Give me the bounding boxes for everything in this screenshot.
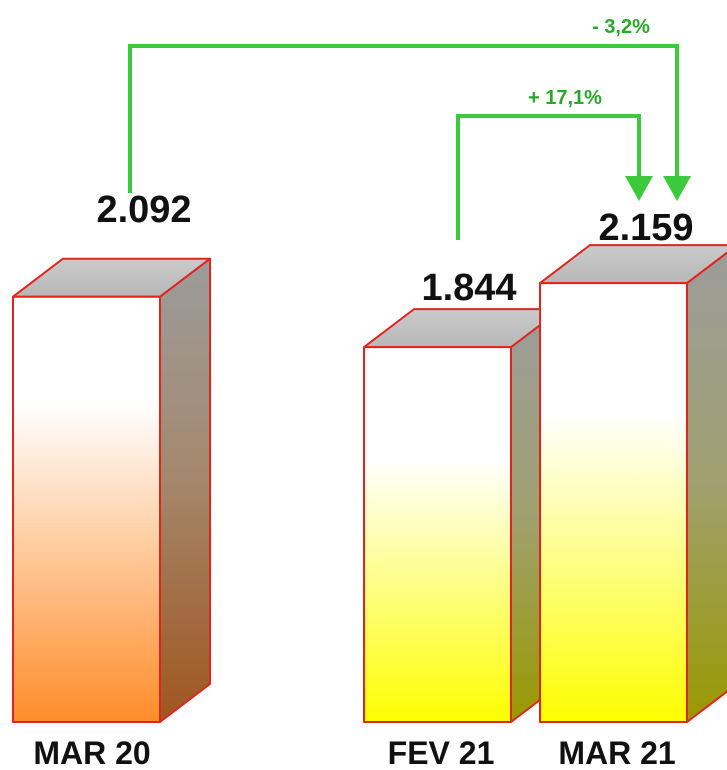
annotation-label-decline: - 3,2% [592, 16, 650, 38]
bar-side-mar-21 [686, 251, 727, 723]
bar-fev-21 [363, 308, 562, 723]
category-label-mar-20: MAR 20 [33, 735, 150, 770]
decline-arrow-head [663, 176, 691, 201]
annotation-label-growth: + 17,1% [528, 87, 602, 109]
value-label-fev-21: 1.844 [421, 267, 516, 309]
bar-mar-20 [12, 257, 211, 723]
bar-front-mar-20 [12, 295, 161, 723]
value-label-mar-21: 2.159 [598, 207, 693, 249]
value-label-mar-20: 2.092 [96, 189, 191, 231]
category-label-fev-21: FEV 21 [388, 735, 495, 770]
annotation-arrows [128, 44, 691, 240]
bar-front-fev-21 [363, 346, 512, 723]
growth-arrow-line [456, 114, 641, 240]
bar-mar-21 [539, 244, 727, 723]
decline-arrow-line [128, 44, 679, 193]
bars-group [12, 244, 727, 723]
category-label-mar-21: MAR 21 [558, 735, 675, 770]
bar-side-mar-20 [159, 257, 211, 723]
bar-front-mar-21 [539, 282, 688, 723]
growth-arrow-head [625, 176, 653, 201]
